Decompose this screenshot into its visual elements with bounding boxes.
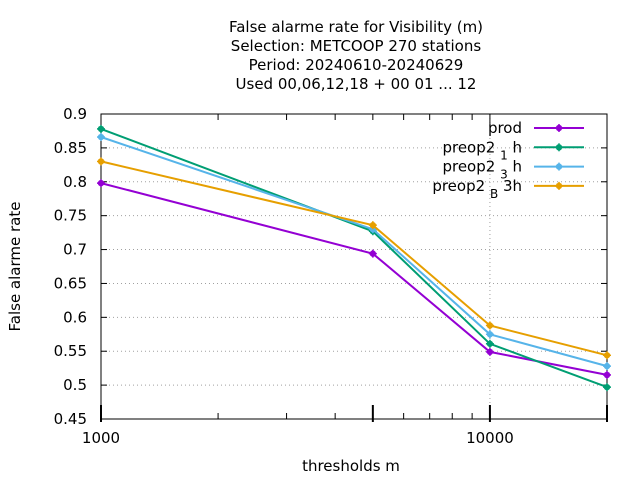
legend-label: preop2 1 h <box>442 138 522 162</box>
chart-title-line: Selection: METCOOP 270 stations <box>231 37 482 55</box>
legend-label: preop2 B 3h <box>432 177 522 201</box>
chart-title-line: Used 00,06,12,18 + 00 01 ... 12 <box>236 75 477 93</box>
chart-title-line: Period: 20240610-20240629 <box>249 56 464 74</box>
data-point <box>485 330 494 339</box>
data-point <box>485 347 494 356</box>
legend-label-part: preop2 <box>432 177 490 195</box>
chart-title-line: False alarme rate for Visibility (m) <box>229 18 483 36</box>
legend-label-part: prod <box>488 119 522 137</box>
legend-label: preop2 3 h <box>442 158 522 182</box>
y-tick-label: 0.8 <box>63 173 87 191</box>
legend-label-subscript: B <box>490 187 498 201</box>
y-tick-label: 0.7 <box>63 241 87 259</box>
legend-label-part: h <box>508 138 522 156</box>
legend-label-subscript: 1 <box>500 148 508 162</box>
series-line-2 <box>100 136 608 368</box>
y-tick-label: 0.5 <box>63 376 87 394</box>
data-point <box>603 362 611 371</box>
y-tick-label: 0.55 <box>54 342 87 360</box>
x-axis-label: thresholds m <box>302 457 400 475</box>
data-point <box>97 124 105 133</box>
data-point <box>97 157 105 166</box>
plot-frame <box>100 113 608 420</box>
y-axis-label: False alarme rate <box>6 202 24 332</box>
data-point <box>603 370 611 379</box>
legend-swatch-point <box>555 143 563 152</box>
data-point <box>485 339 494 348</box>
legend-label-part: 3h <box>498 177 522 195</box>
legend-label: prod <box>488 119 522 137</box>
x-tick-label: 1000 <box>82 429 120 447</box>
legend-swatch-point <box>555 162 563 171</box>
legend-swatch-point <box>555 181 563 190</box>
legend-swatch-point <box>555 124 563 132</box>
data-point <box>485 321 494 330</box>
series-line-3 <box>100 160 608 357</box>
y-tick-label: 0.45 <box>54 410 87 428</box>
y-tick-label: 0.6 <box>63 308 87 326</box>
data-point <box>368 249 377 258</box>
y-tick-label: 0.85 <box>54 139 87 157</box>
legend-label-part: preop2 <box>442 138 500 156</box>
data-point <box>97 133 105 142</box>
legend-label-part: preop2 <box>442 158 500 176</box>
data-point <box>97 179 105 188</box>
legend-label-subscript: 3 <box>500 168 508 182</box>
series-line-1 <box>100 127 608 389</box>
y-tick-label: 0.75 <box>54 207 87 225</box>
y-tick-label: 0.9 <box>63 105 87 123</box>
legend-label-part: h <box>508 158 522 176</box>
series-line-0 <box>100 182 608 376</box>
data-point <box>368 221 377 230</box>
y-tick-label: 0.65 <box>54 274 87 292</box>
x-tick-label: 10000 <box>466 429 514 447</box>
data-point <box>603 383 611 392</box>
data-point <box>603 351 611 360</box>
